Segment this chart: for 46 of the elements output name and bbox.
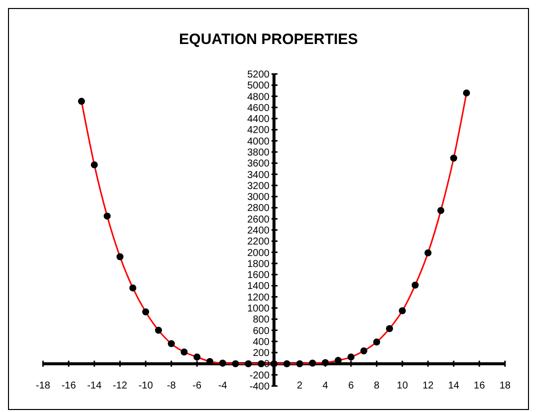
- y-tick-label: 2000: [247, 248, 270, 259]
- x-tick-label: 6: [348, 380, 354, 392]
- y-tick-label: 1200: [247, 292, 270, 304]
- x-tick-label: 16: [474, 380, 486, 392]
- y-tick-label: 5000: [247, 80, 270, 92]
- y-tick-label: 5200: [247, 70, 270, 80]
- y-tick-label: 2600: [247, 214, 270, 226]
- y-tick-label: 800: [252, 314, 270, 326]
- x-tick-label: -12: [112, 380, 128, 392]
- y-tick-label: 4200: [247, 125, 270, 136]
- x-tick-label: 2: [296, 380, 303, 392]
- x-tick-label: 10: [396, 380, 408, 392]
- y-tick-label: 1800: [247, 258, 270, 270]
- y-tick-label: 600: [252, 326, 270, 337]
- y-tick-label: 3000: [247, 192, 270, 204]
- y-tick-label: 1000: [247, 304, 270, 314]
- x-tick-label: 8: [374, 380, 380, 392]
- y-tick-label: 400: [252, 336, 270, 348]
- x-tick-label: 4: [322, 380, 329, 392]
- x-tick-label: -4: [218, 380, 228, 392]
- y-tick-label: 3800: [247, 148, 270, 158]
- y-tick-label: 2400: [247, 226, 270, 236]
- y-tick-label: 1600: [247, 270, 270, 282]
- x-tick-label: -8: [166, 380, 176, 392]
- y-tick-label: 4400: [247, 114, 270, 126]
- x-tick-label: -6: [192, 380, 202, 392]
- y-tick-label: -400: [249, 382, 270, 392]
- x-tick-label: -18: [36, 380, 51, 392]
- x-tick-label: 14: [448, 380, 460, 392]
- x-tick-label: -10: [138, 380, 154, 392]
- x-tick-label: -16: [61, 380, 76, 392]
- chart-title: EQUATION PROPERTIES: [178, 31, 359, 49]
- x-tick-label: 18: [499, 380, 511, 392]
- y-tick-label: 2800: [247, 203, 270, 214]
- y-tick-label: 4600: [247, 102, 270, 114]
- y-tick-label: 1400: [247, 281, 270, 292]
- y-tick-label: 3400: [247, 170, 270, 181]
- y-tick-label: 3600: [247, 158, 270, 170]
- x-tick-label: 12: [422, 380, 434, 392]
- y-tick-label: 200: [252, 348, 270, 360]
- y-tick-label: 2200: [247, 236, 270, 248]
- y-tick-label: 3200: [247, 180, 270, 192]
- y-tick-label: 4800: [247, 92, 270, 103]
- x-tick-label: -14: [87, 380, 102, 392]
- y-tick-label: -200: [249, 370, 270, 382]
- y-tick-label: 4000: [247, 136, 270, 148]
